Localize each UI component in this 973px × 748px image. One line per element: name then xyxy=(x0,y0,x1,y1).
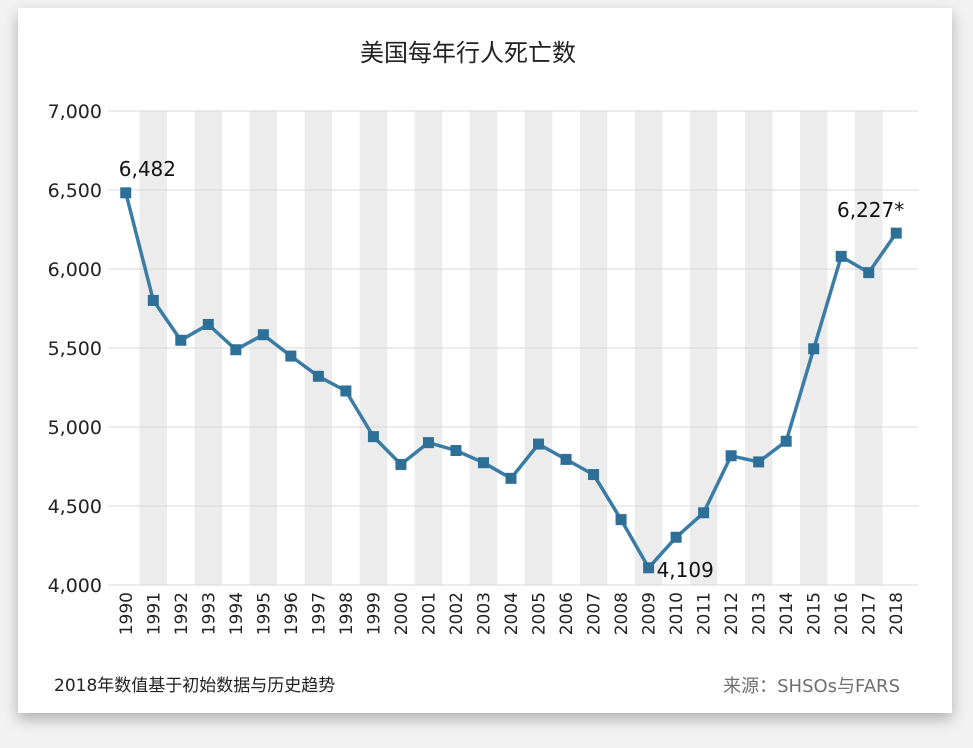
data-point xyxy=(890,227,902,239)
x-tick-label: 2017 xyxy=(860,592,880,635)
data-point xyxy=(615,514,627,526)
data-point xyxy=(230,344,242,356)
data-point xyxy=(643,562,655,574)
data-point xyxy=(753,456,765,468)
x-tick-label: 2003 xyxy=(474,592,494,635)
y-axis: 4,000 4,500 5,000 5,500 6,000 6,500 7,000 xyxy=(48,101,102,597)
source-note: 来源：SHSOs与FARS xyxy=(723,676,900,697)
data-point xyxy=(477,457,489,469)
data-point xyxy=(835,250,847,262)
data-point xyxy=(175,334,187,346)
x-tick-label: 2018 xyxy=(887,592,907,635)
x-tick-label: 2016 xyxy=(832,592,852,635)
x-tick-label: 2012 xyxy=(722,592,742,635)
data-label: 6,227* xyxy=(837,198,904,222)
x-tick-label: 2000 xyxy=(392,592,412,635)
x-axis: 1990 1991 1992 1993 1994 1995 1996 1997 1998 1999… xyxy=(117,592,907,635)
x-tick-label: 1998 xyxy=(337,592,357,635)
gridlines xyxy=(108,110,918,586)
y-tick-label: 5,000 xyxy=(48,417,102,439)
x-tick-label: 2015 xyxy=(805,592,825,635)
y-tick-label: 6,500 xyxy=(48,180,102,202)
data-point xyxy=(395,458,407,470)
x-tick-label: 1990 xyxy=(117,592,137,635)
x-tick-label: 2001 xyxy=(419,592,439,635)
data-point xyxy=(808,343,820,355)
x-tick-label: 1999 xyxy=(364,592,384,635)
series-line xyxy=(124,192,898,570)
series-markers xyxy=(120,187,902,574)
x-tick-label: 2004 xyxy=(502,592,522,635)
x-tick-label: 1992 xyxy=(172,592,192,635)
y-tick-label: 6,000 xyxy=(48,259,102,281)
data-point xyxy=(698,507,710,519)
chart-card: 4,000 4,500 5,000 5,500 6,000 6,500 7,000 1990… xyxy=(18,8,952,713)
x-tick-label: 2014 xyxy=(777,592,797,635)
data-point xyxy=(120,187,132,199)
x-tick-label: 1995 xyxy=(254,592,274,635)
x-tick-label: 1994 xyxy=(227,592,247,635)
x-tick-label: 1996 xyxy=(282,592,302,635)
x-tick-label: 2009 xyxy=(640,592,660,635)
line-chart: 4,000 4,500 5,000 5,500 6,000 6,500 7,000 1990… xyxy=(48,39,918,635)
y-tick-label: 7,000 xyxy=(48,101,102,123)
x-tick-label: 1997 xyxy=(309,592,329,635)
data-point xyxy=(588,469,600,481)
x-tick-label: 2010 xyxy=(667,592,687,635)
data-point xyxy=(367,431,379,443)
x-tick-label: 2011 xyxy=(695,592,715,635)
data-point xyxy=(533,438,545,450)
y-tick-label: 5,500 xyxy=(48,338,102,360)
data-point xyxy=(560,453,572,465)
data-point xyxy=(863,267,875,279)
data-point xyxy=(340,385,352,397)
x-tick-label: 2006 xyxy=(557,592,577,635)
x-tick-label: 1993 xyxy=(199,592,219,635)
y-tick-label: 4,500 xyxy=(48,496,102,518)
x-tick-label: 2007 xyxy=(585,592,605,635)
data-point xyxy=(780,435,792,447)
data-point xyxy=(422,437,434,449)
x-tick-label: 2005 xyxy=(530,592,550,635)
footnote: 2018年数值基于初始数据与历史趋势 xyxy=(54,676,336,696)
data-point xyxy=(257,329,269,341)
data-point xyxy=(312,370,324,382)
data-label: 6,482 xyxy=(119,157,176,181)
x-tick-label: 2008 xyxy=(612,592,632,635)
data-point xyxy=(450,445,462,457)
data-labels: 6,482 4,109 6,227* xyxy=(119,157,904,582)
data-point xyxy=(670,531,682,543)
data-label: 4,109 xyxy=(657,558,714,582)
data-point xyxy=(505,472,517,484)
x-tick-label: 2002 xyxy=(447,592,467,635)
data-point xyxy=(147,294,159,306)
data-point xyxy=(725,450,737,462)
data-point xyxy=(202,318,214,330)
data-point xyxy=(285,350,297,362)
y-tick-label: 4,000 xyxy=(48,575,102,597)
x-tick-label: 2013 xyxy=(750,592,770,635)
chart-title: 美国每年行人死亡数 xyxy=(360,39,576,67)
x-tick-label: 1991 xyxy=(144,592,164,635)
